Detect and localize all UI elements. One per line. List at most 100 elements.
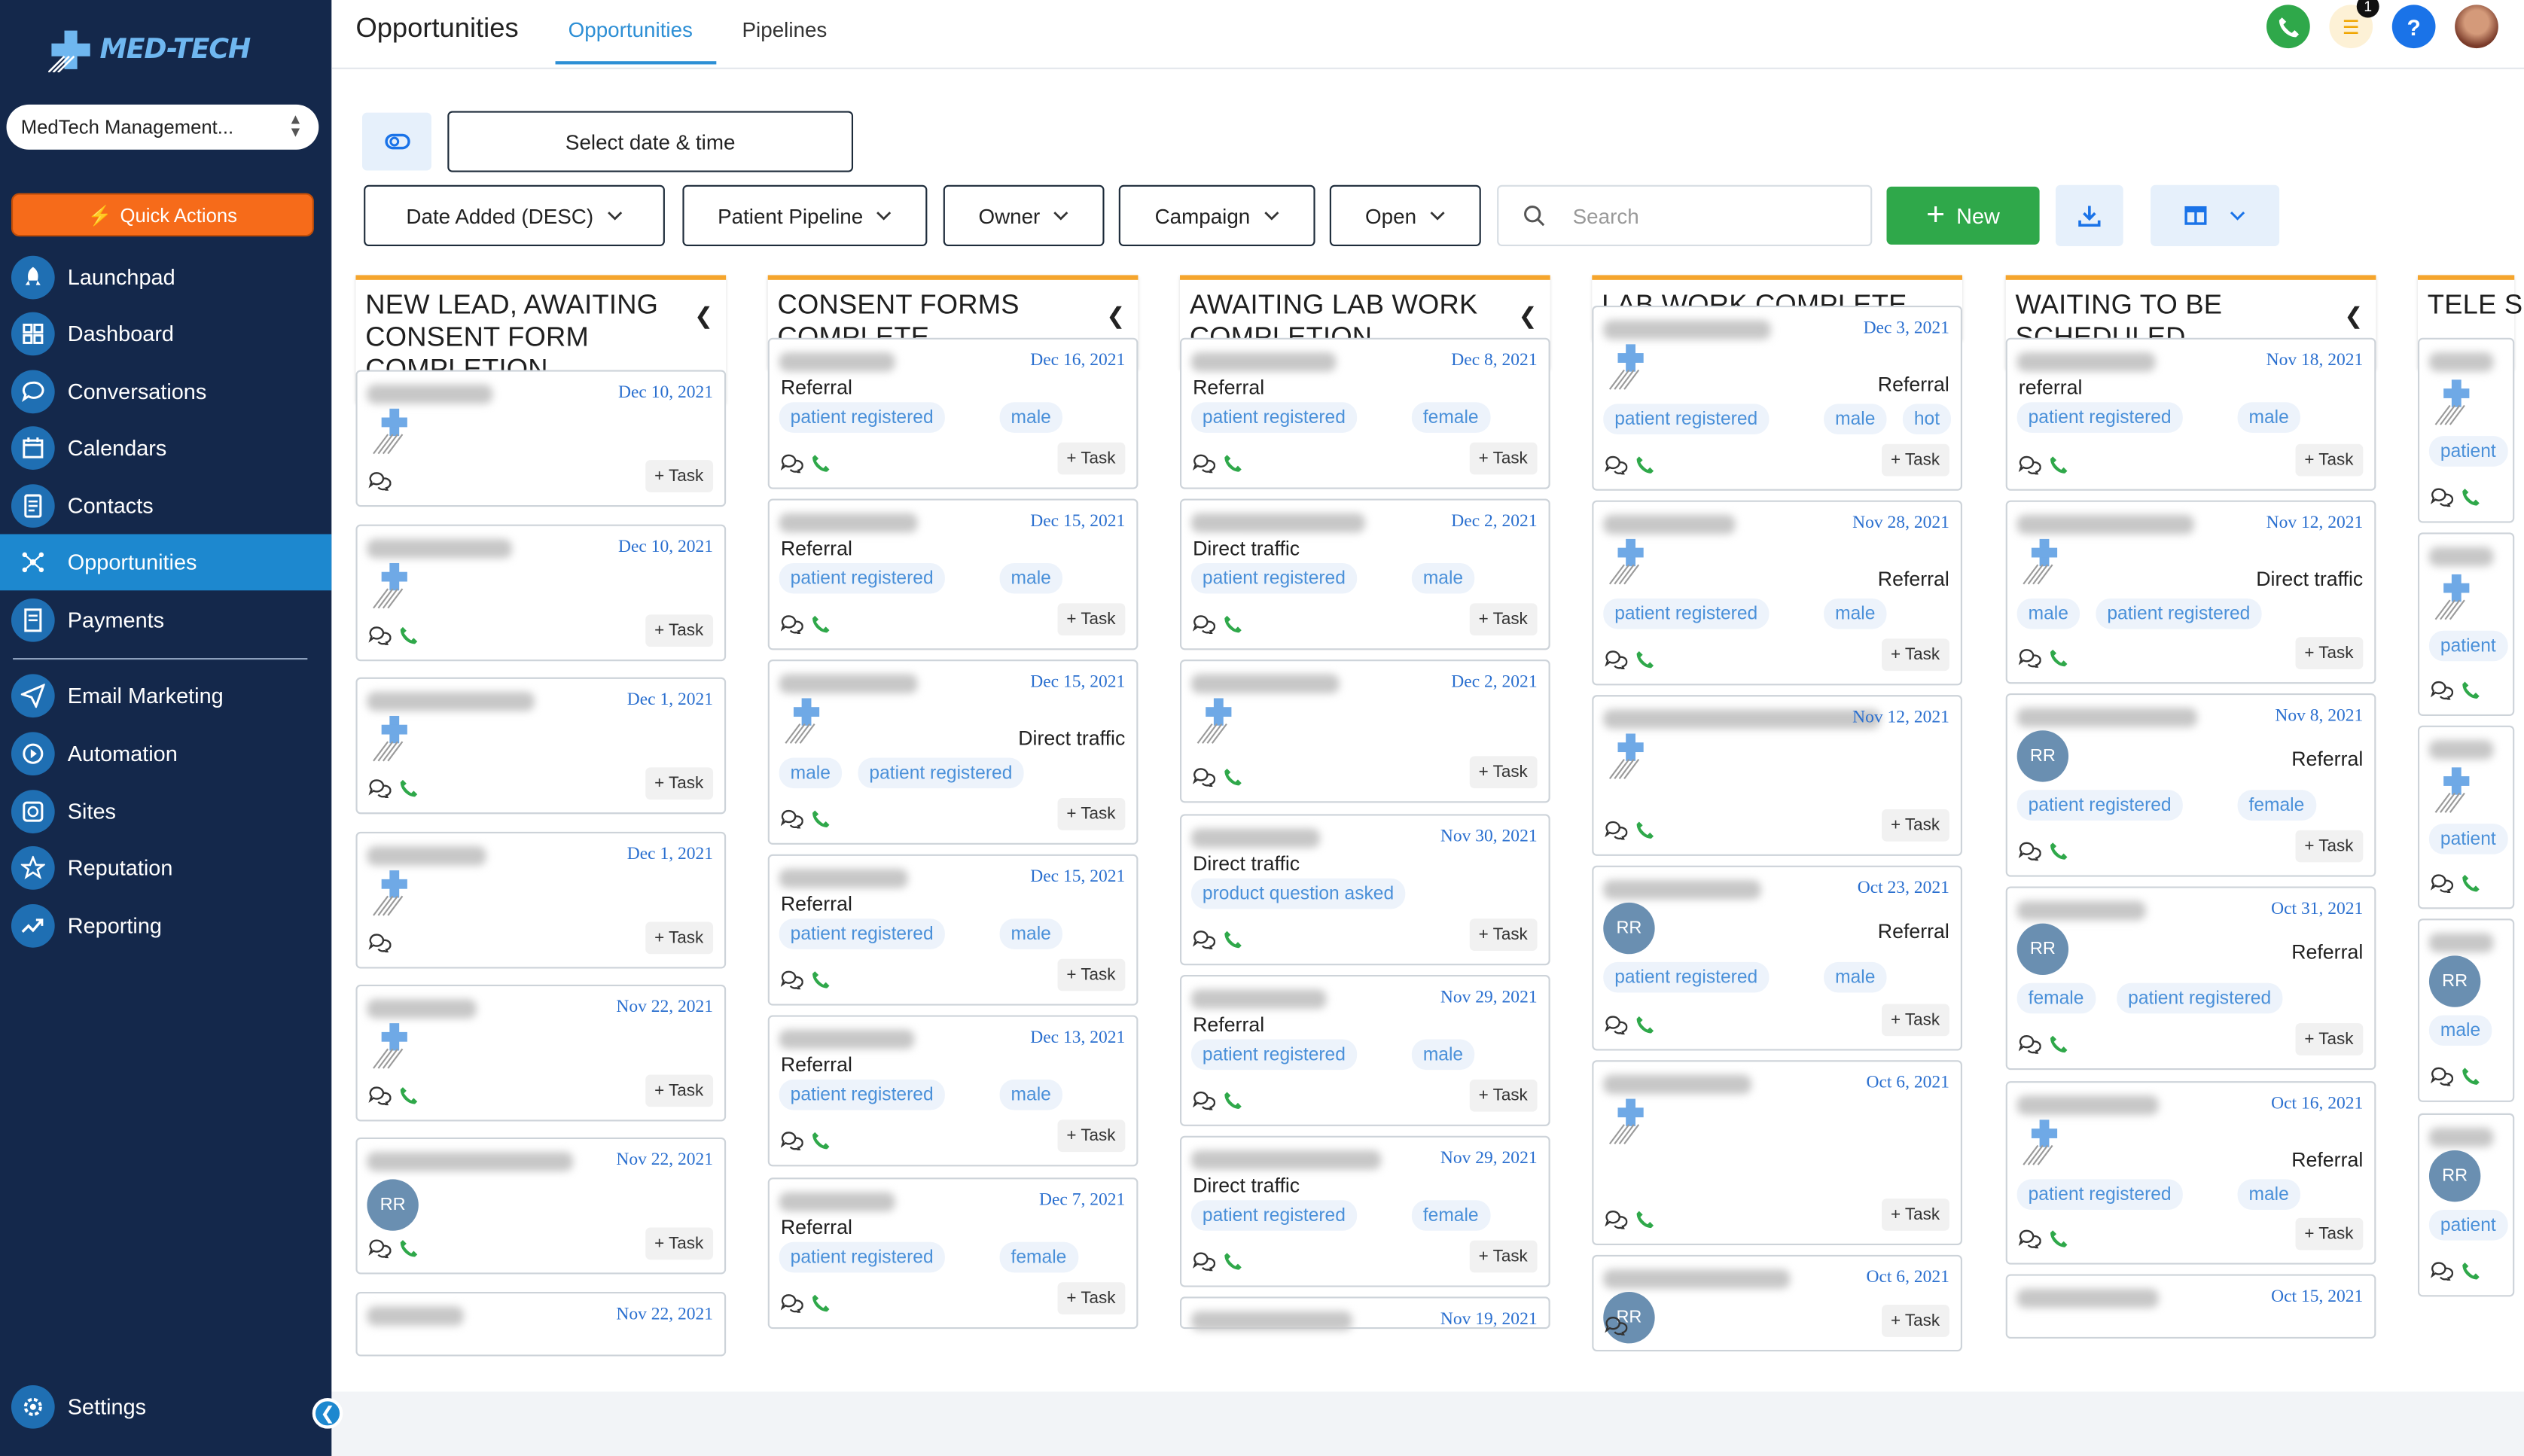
- tag-chip[interactable]: patient registered: [779, 1241, 945, 1273]
- opportunity-card[interactable]: Dec 2, 2021 + Task: [1180, 659, 1550, 803]
- tag-chip[interactable]: patient registered: [1190, 402, 1357, 433]
- add-task-button[interactable]: + Task: [2294, 1217, 2364, 1250]
- opportunity-card[interactable]: Dec 10, 2021 + Task: [355, 370, 727, 507]
- tag-chip[interactable]: patient registered: [2096, 598, 2262, 629]
- toggle-view-button[interactable]: [362, 112, 431, 171]
- add-task-button[interactable]: + Task: [1468, 442, 1538, 475]
- opportunity-card[interactable]: patient: [2417, 725, 2515, 909]
- add-task-button[interactable]: + Task: [1056, 442, 1126, 475]
- sidebar-item-calendars[interactable]: Calendars: [0, 420, 331, 477]
- add-task-button[interactable]: + Task: [1881, 1305, 1949, 1337]
- opportunity-card[interactable]: Dec 1, 2021 + Task: [355, 831, 727, 969]
- add-task-button[interactable]: + Task: [1881, 638, 1949, 672]
- opportunity-card[interactable]: RR patient: [2417, 1113, 2515, 1297]
- opportunity-card[interactable]: Dec 15, 2021 Referral patient registered ma…: [767, 498, 1139, 650]
- opportunity-card[interactable]: Dec 16, 2021 Referral patient registered ma…: [767, 337, 1139, 489]
- sidebar-item-sites[interactable]: Sites: [0, 784, 331, 840]
- date-time-picker[interactable]: Select date & time: [447, 111, 854, 172]
- account-switcher[interactable]: MedTech Management... ▲ ▼: [6, 104, 319, 150]
- add-task-button[interactable]: + Task: [1881, 809, 1949, 842]
- add-task-button[interactable]: + Task: [1468, 1240, 1538, 1273]
- tag-chip[interactable]: patient registered: [779, 1079, 945, 1110]
- add-task-button[interactable]: + Task: [645, 921, 714, 955]
- download-button[interactable]: [2055, 184, 2123, 246]
- add-task-button[interactable]: + Task: [1056, 958, 1126, 991]
- opportunity-card[interactable]: Nov 18, 2021 referral patient registered ma…: [2005, 337, 2376, 491]
- add-task-button[interactable]: + Task: [2294, 637, 2364, 669]
- tag-chip[interactable]: patient registered: [1603, 961, 1770, 993]
- add-task-button[interactable]: + Task: [2294, 1023, 2364, 1055]
- sidebar-item-opportunities[interactable]: Opportunities: [0, 534, 332, 591]
- opportunity-card[interactable]: Nov 12, 2021 + Task: [1592, 695, 1962, 856]
- opportunity-card[interactable]: Nov 28, 2021 Referral patient registered ma…: [1592, 500, 1962, 686]
- opportunity-card[interactable]: Dec 13, 2021 Referral patient registered ma…: [767, 1015, 1139, 1167]
- tag-chip[interactable]: male: [2237, 402, 2300, 433]
- view-layout-dropdown[interactable]: [2151, 184, 2280, 246]
- search-input[interactable]: Search: [1572, 203, 1639, 228]
- sidebar-item-reporting[interactable]: Reporting: [0, 897, 331, 954]
- help-button[interactable]: ?: [2391, 5, 2436, 49]
- add-task-button[interactable]: + Task: [645, 1074, 714, 1107]
- sort-dropdown[interactable]: Date Added (DESC): [364, 184, 665, 246]
- new-opportunity-button[interactable]: + New: [1886, 186, 2040, 245]
- add-task-button[interactable]: + Task: [1881, 443, 1949, 477]
- sidebar-item-launchpad[interactable]: Launchpad: [0, 249, 331, 306]
- tag-chip[interactable]: male: [2237, 1179, 2300, 1211]
- opportunity-card[interactable]: RR male: [2417, 918, 2515, 1102]
- collapse-column-chevron-icon[interactable]: ❮: [1106, 302, 1126, 328]
- opportunity-card[interactable]: Dec 7, 2021 Referral patient registered fem…: [767, 1177, 1139, 1330]
- tag-chip[interactable]: male: [999, 562, 1062, 594]
- tag-chip[interactable]: male: [1411, 562, 1475, 594]
- tag-chip[interactable]: patient: [2428, 824, 2507, 854]
- opportunity-card[interactable]: Dec 2, 2021 Direct traffic patient registe…: [1180, 498, 1550, 650]
- brand-logo[interactable]: MED-TECH: [48, 20, 251, 81]
- tag-chip[interactable]: female: [999, 1241, 1078, 1273]
- tag-chip[interactable]: patient registered: [1190, 1039, 1357, 1071]
- campaign-dropdown[interactable]: Campaign: [1118, 184, 1315, 246]
- tag-chip[interactable]: patient registered: [2016, 402, 2183, 433]
- sidebar-item-reputation[interactable]: Reputation: [0, 840, 331, 897]
- tag-chip[interactable]: patient registered: [2016, 1179, 2183, 1211]
- opportunity-card[interactable]: Nov 22, 2021 RR + Task: [355, 1137, 727, 1275]
- opportunity-card[interactable]: Oct 6, 2021 RR + Task: [1592, 1254, 1962, 1352]
- add-task-button[interactable]: + Task: [1468, 756, 1538, 789]
- add-task-button[interactable]: + Task: [645, 460, 714, 492]
- add-task-button[interactable]: + Task: [645, 614, 714, 647]
- tag-chip[interactable]: male: [999, 1079, 1062, 1110]
- opportunity-card[interactable]: patient: [2417, 337, 2515, 523]
- opportunity-card[interactable]: Nov 29, 2021 Direct traffic patient regist…: [1180, 1135, 1550, 1287]
- add-task-button[interactable]: + Task: [1056, 797, 1126, 830]
- collapse-column-chevron-icon[interactable]: ❮: [1518, 302, 1538, 328]
- tag-chip[interactable]: female: [2016, 982, 2096, 1014]
- add-task-button[interactable]: + Task: [1881, 1199, 1949, 1231]
- tab-opportunities[interactable]: Opportunities: [568, 17, 693, 42]
- tag-chip[interactable]: female: [2237, 790, 2316, 821]
- opportunity-card[interactable]: Nov 22, 2021: [355, 1292, 727, 1357]
- tag-chip[interactable]: female: [1411, 402, 1490, 433]
- opportunity-card[interactable]: Nov 19, 2021: [1180, 1296, 1550, 1331]
- add-task-button[interactable]: + Task: [1468, 603, 1538, 636]
- tag-chip[interactable]: patient: [2428, 630, 2507, 662]
- tag-chip[interactable]: patient: [2428, 1210, 2507, 1241]
- sidebar-item-payments[interactable]: Payments: [0, 592, 331, 648]
- owner-dropdown[interactable]: Owner: [943, 184, 1105, 246]
- tag-chip[interactable]: patient registered: [1603, 598, 1770, 629]
- tag-chip[interactable]: product question asked: [1190, 878, 1406, 909]
- opportunity-card[interactable]: Dec 3, 2021 Referral patient registered mal…: [1592, 306, 1962, 491]
- tag-chip[interactable]: patient registered: [1190, 562, 1357, 594]
- sidebar-item-conversations[interactable]: Conversations: [0, 364, 331, 420]
- opportunity-card[interactable]: Nov 8, 2021 Referral RR patient registered f…: [2005, 693, 2376, 877]
- opportunity-card[interactable]: patient: [2417, 532, 2515, 716]
- opportunity-card[interactable]: Oct 6, 2021 + Task: [1592, 1060, 1962, 1246]
- collapse-column-chevron-icon[interactable]: ❮: [693, 302, 714, 328]
- opportunity-card[interactable]: Dec 8, 2021 Referral patient registered fem…: [1180, 337, 1550, 489]
- tag-chip[interactable]: male: [999, 402, 1062, 433]
- tag-chip[interactable]: male: [999, 918, 1062, 949]
- collapse-sidebar-button[interactable]: ❮: [312, 1398, 343, 1429]
- tag-chip[interactable]: male: [779, 757, 842, 789]
- add-task-button[interactable]: + Task: [1056, 1119, 1126, 1153]
- tag-chip[interactable]: patient registered: [779, 402, 945, 433]
- quick-actions-button[interactable]: ⚡ Quick Actions: [11, 193, 314, 237]
- tag-chip[interactable]: male: [2428, 1015, 2492, 1046]
- opportunity-card[interactable]: Dec 10, 2021 + Task: [355, 524, 727, 662]
